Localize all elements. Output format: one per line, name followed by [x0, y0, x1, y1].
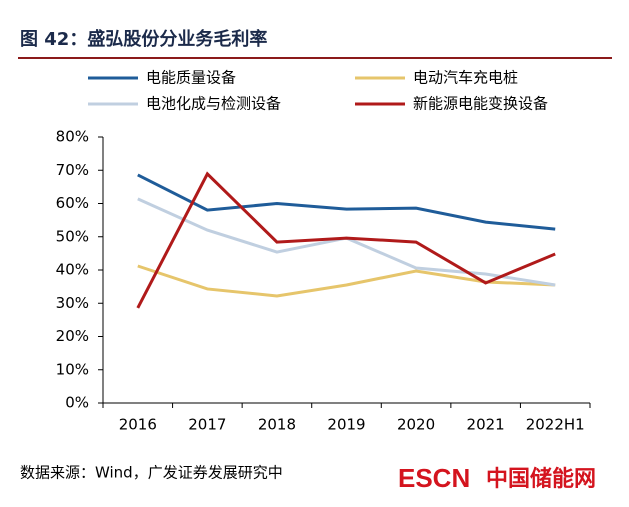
legend-label: 新能源电能变换设备 — [413, 95, 548, 113]
y-tick-label: 70% — [56, 161, 89, 179]
y-tick-label: 30% — [56, 294, 89, 312]
y-tick-label: 80% — [56, 128, 89, 146]
watermark-site: 中国储能网 — [486, 466, 596, 492]
y-tick-label: 40% — [56, 261, 89, 279]
x-tick-label: 2018 — [258, 416, 296, 434]
x-tick-label: 2020 — [397, 416, 435, 434]
legend-label: 电池化成与检测设备 — [146, 95, 281, 113]
y-tick-label: 10% — [56, 360, 89, 378]
source-note: 数据来源：Wind，广发证券发展研究中 — [20, 464, 283, 482]
series-line — [137, 173, 556, 231]
x-tick-label: 2021 — [467, 416, 505, 434]
legend-label: 电能质量设备 — [146, 69, 236, 87]
x-tick-label: 2016 — [119, 416, 157, 434]
y-tick-label: 60% — [56, 194, 89, 212]
watermark-brand: ESCN — [398, 463, 470, 493]
y-tick-label: 0% — [65, 394, 89, 412]
x-tick-label: 2019 — [327, 416, 365, 434]
y-tick-label: 20% — [56, 327, 89, 345]
chart-title: 图 42：盛弘股份分业务毛利率 — [20, 28, 267, 50]
series-line — [136, 171, 556, 309]
legend-label: 电动汽车充电桩 — [413, 69, 518, 87]
y-tick-label: 50% — [56, 227, 89, 245]
x-tick-label: 2022H1 — [526, 416, 585, 434]
series-line — [137, 197, 556, 287]
x-tick-label: 2017 — [188, 416, 226, 434]
